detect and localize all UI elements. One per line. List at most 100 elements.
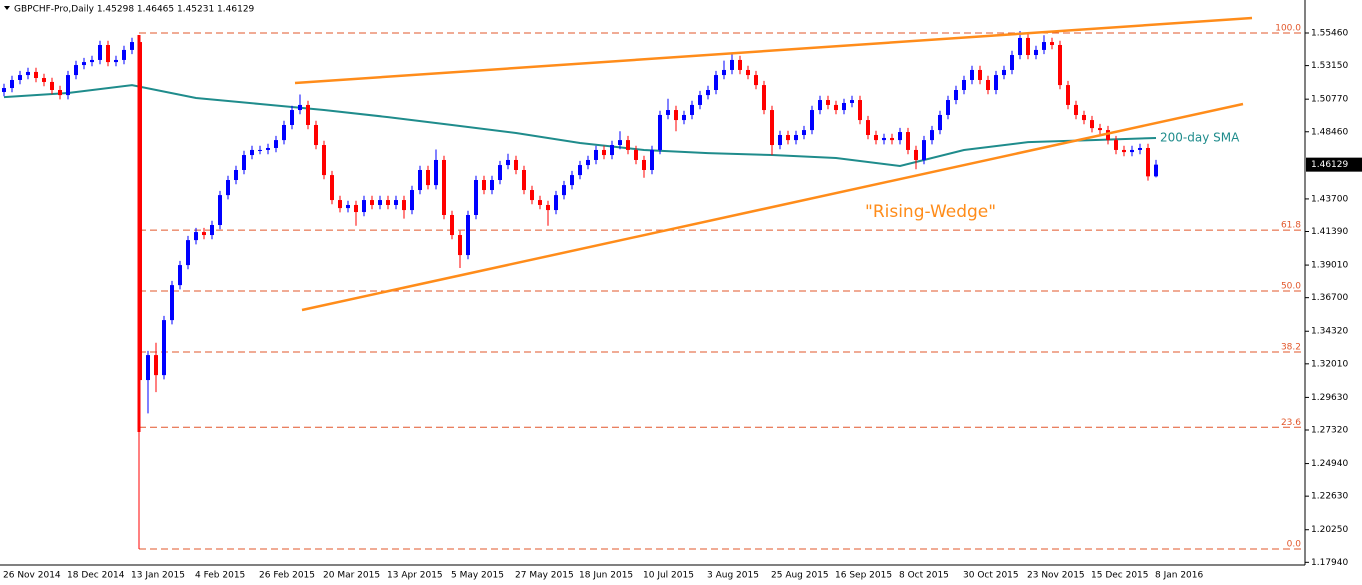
candle-body <box>618 140 622 146</box>
fib-label: 23.6 <box>1281 418 1301 428</box>
fib-label: 100.0 <box>1275 24 1301 34</box>
candle-body <box>1002 69 1006 76</box>
y-tick-label: 1.27320 <box>1311 425 1348 435</box>
y-tick-label: 1.29630 <box>1311 393 1348 403</box>
candle-body <box>930 130 934 141</box>
candle-body <box>82 62 86 66</box>
y-tick-label: 1.34320 <box>1311 327 1348 337</box>
candle-body <box>234 169 238 181</box>
x-tick-label: 4 Feb 2015 <box>195 571 245 581</box>
x-tick-label: 5 May 2015 <box>451 571 504 581</box>
candle-body <box>322 145 326 176</box>
candle-body <box>850 100 854 103</box>
candle-body <box>602 149 606 156</box>
candle-body <box>106 45 110 63</box>
candle-body <box>1018 37 1022 56</box>
candle-body <box>594 149 598 160</box>
x-tick-label: 25 Aug 2015 <box>771 571 829 581</box>
candle-body <box>994 75 998 91</box>
candle-body <box>562 185 566 196</box>
y-tick-label: 1.20250 <box>1311 525 1348 535</box>
candle-body <box>250 149 254 156</box>
candle-body <box>698 95 702 105</box>
y-tick-label: 1.22630 <box>1311 492 1348 502</box>
candle-body <box>74 65 78 76</box>
candle-body <box>378 200 382 205</box>
candle-body <box>402 200 406 211</box>
candle-body <box>834 104 838 111</box>
candle-body <box>810 110 814 131</box>
candle-body <box>1138 147 1142 150</box>
candle-body <box>2 88 6 92</box>
candle-body <box>634 149 638 160</box>
candle-body <box>890 137 894 141</box>
candle-body <box>946 100 950 115</box>
candle-body <box>1106 130 1110 141</box>
wedge-upper-line <box>294 16 1253 85</box>
candle-body <box>730 59 734 70</box>
y-tick-label: 1.43700 <box>1311 194 1348 204</box>
x-tick-label: 8 Jan 2016 <box>1155 571 1203 581</box>
candle-body <box>314 124 318 146</box>
candle-body <box>1066 85 1070 105</box>
candle-body <box>922 140 926 160</box>
candle-body <box>586 159 590 166</box>
candle-body <box>90 59 94 63</box>
candle-body <box>474 180 478 215</box>
candle-body <box>674 110 678 121</box>
last-price-box <box>1306 157 1362 172</box>
candle-body <box>962 79 966 91</box>
candle-body <box>26 71 30 76</box>
candle-body <box>954 90 958 101</box>
fib-label: 38.2 <box>1281 342 1301 352</box>
candle-body <box>210 225 214 236</box>
candle-body <box>842 102 846 111</box>
candle-body <box>130 42 134 50</box>
x-tick-label: 10 Jul 2015 <box>643 571 694 581</box>
candle-body <box>34 71 38 79</box>
candle-body <box>178 265 182 286</box>
candle-body <box>650 149 654 170</box>
candle-body <box>386 200 390 205</box>
candle-body <box>866 120 870 136</box>
x-tick-label: 16 Sep 2015 <box>835 571 892 581</box>
y-tick-label: 1.41390 <box>1311 227 1348 237</box>
last-price-label: 1.46129 <box>1311 160 1348 170</box>
candle-body <box>354 204 358 213</box>
candle-body <box>434 159 438 186</box>
candle-body <box>610 145 614 156</box>
y-tick-label: 1.24940 <box>1311 459 1348 469</box>
candle-body <box>578 165 582 176</box>
x-tick-label: 15 Dec 2015 <box>1091 571 1149 581</box>
candle-body <box>554 195 558 211</box>
candle-body <box>722 69 726 76</box>
candle-body <box>530 190 534 201</box>
candle-body <box>418 169 422 191</box>
candle-body <box>162 320 166 376</box>
candle-body <box>794 135 798 141</box>
candle-body <box>226 180 230 196</box>
candle-body <box>626 140 630 150</box>
fib-label: 50.0 <box>1281 282 1301 292</box>
candle-body <box>170 285 174 321</box>
y-tick-label: 1.36700 <box>1311 293 1348 303</box>
candle-body <box>490 180 494 191</box>
candle-body <box>882 137 886 141</box>
x-tick-label: 13 Jan 2015 <box>131 571 185 581</box>
candle-body <box>978 69 982 80</box>
candle-body <box>306 104 310 125</box>
candle-body <box>754 75 758 86</box>
y-tick-label: 1.53150 <box>1311 61 1348 71</box>
candle-body <box>426 169 430 186</box>
candle-body <box>218 195 222 226</box>
candle-body <box>746 69 750 76</box>
candle-body <box>498 165 502 181</box>
candle-body <box>506 159 510 166</box>
candle-body <box>658 114 662 150</box>
candle-body <box>1010 55 1014 70</box>
candle-body <box>546 204 550 211</box>
x-tick-label: 26 Nov 2014 <box>3 571 61 581</box>
candle-body <box>570 175 574 186</box>
candle-body <box>1114 140 1118 150</box>
